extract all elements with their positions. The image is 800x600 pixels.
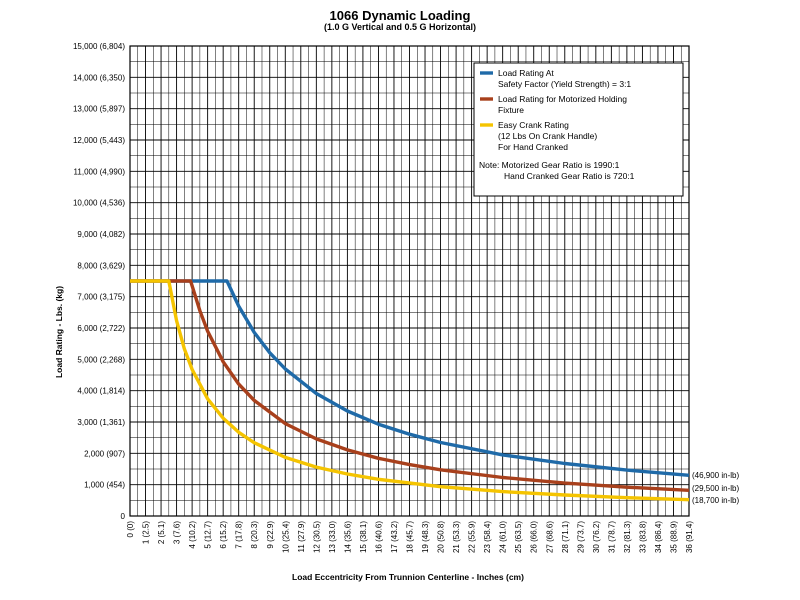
y-tick-label: 1,000 (454) — [84, 481, 125, 490]
legend-note: Note: Motorized Gear Ratio is 1990:1 — [479, 160, 620, 170]
y-tick-label: 15,000 (6,804) — [73, 42, 125, 51]
x-tick-label: 10 (25.4) — [281, 521, 290, 553]
x-tick-label: 5 (12.7) — [204, 521, 213, 549]
y-tick-label: 2,000 (907) — [84, 449, 125, 458]
x-tick-label: 25 (63.5) — [514, 521, 523, 553]
x-tick-label: 7 (17.8) — [235, 521, 244, 549]
legend-label: Fixture — [498, 105, 524, 115]
x-tick-label: 9 (22.9) — [266, 521, 275, 549]
y-tick-label: 10,000 (4,536) — [73, 199, 125, 208]
x-tick-label: 14 (35.6) — [343, 521, 352, 553]
x-tick-label: 15 (38.1) — [359, 521, 368, 553]
x-tick-label: 33 (83.8) — [638, 521, 647, 553]
y-tick-label: 6,000 (2,722) — [77, 324, 125, 333]
legend-label: Safety Factor (Yield Strength) = 3:1 — [498, 79, 631, 89]
y-tick-label: 5,000 (2,268) — [77, 355, 125, 364]
legend-box — [473, 62, 684, 197]
x-tick-label: 27 (68.6) — [545, 521, 554, 553]
y-tick-label: 14,000 (6,350) — [73, 73, 125, 82]
x-tick-label: 6 (15.2) — [219, 521, 228, 549]
x-tick-label: 21 (53.3) — [452, 521, 461, 553]
x-tick-label: 36 (91.4) — [685, 521, 694, 553]
y-tick-label: 0 — [121, 512, 126, 521]
chart-subtitle: (1.0 G Vertical and 0.5 G Horizontal) — [323, 22, 477, 32]
y-tick-label: 4,000 (1,814) — [77, 387, 125, 396]
x-tick-label: 26 (66.0) — [530, 521, 539, 553]
y-axis-ticks: 0 1,000 (454) 2,000 (907) 3,000 (1,361) 4,00… — [73, 42, 126, 521]
series-line-1 — [130, 279, 690, 477]
x-tick-label: 11 (27.9) — [297, 521, 306, 553]
chart-title: 1066 Dynamic Loading — [329, 8, 471, 23]
legend-label: Load Rating for Motorized Holding — [498, 94, 627, 104]
x-tick-label: 30 (76.2) — [592, 521, 601, 553]
x-tick-label: 29 (73.7) — [576, 521, 585, 553]
x-tick-label: 13 (33.0) — [328, 521, 337, 553]
x-tick-label: 28 (71.1) — [561, 521, 570, 553]
y-tick-label: 11,000 (4,990) — [74, 167, 126, 176]
legend-note: Hand Cranked Gear Ratio is 720:1 — [504, 171, 635, 181]
x-tick-label: 4 (10.2) — [188, 521, 197, 549]
x-tick-label: 18 (45.7) — [406, 521, 415, 553]
y-tick-label: 13,000 (5,897) — [73, 105, 125, 114]
legend-label: (12 Lbs On Crank Handle) — [498, 131, 597, 141]
series-end-label: (18,700 in-lb) — [692, 496, 739, 505]
series-end-label: (46,900 in-lb) — [692, 471, 739, 480]
x-tick-label: 23 (58.4) — [483, 521, 492, 553]
x-tick-label: 8 (20.3) — [250, 521, 259, 549]
y-tick-label: 7,000 (3,175) — [77, 293, 125, 302]
legend-label: For Hand Cranked — [498, 142, 568, 152]
x-tick-label: 35 (88.9) — [669, 521, 678, 553]
y-tick-label: 9,000 (4,082) — [77, 230, 125, 239]
x-tick-label: 3 (7.6) — [173, 521, 182, 544]
end-labels: (46,900 in-lb) (29,500 in-lb) (18,700 in-l… — [692, 471, 739, 505]
x-tick-label: 17 (43.2) — [390, 521, 399, 553]
x-tick-label: 24 (61.0) — [499, 521, 508, 553]
x-axis-ticks: 0 (0) 1 (2.5) 2 (5.1) 3 (7.6) 4 (10.2) 5 (12.… — [126, 521, 694, 553]
series-line-3 — [130, 279, 690, 502]
x-axis-label: Load Eccentricity From Trunnion Centerli… — [292, 572, 524, 582]
series-lines — [130, 279, 690, 502]
y-axis-label: Load Rating - Lbs. (kg) — [54, 286, 64, 378]
legend-label: Easy Crank Rating — [498, 120, 569, 130]
x-tick-label: 34 (86.4) — [654, 521, 663, 553]
y-tick-label: 12,000 (5,443) — [73, 136, 125, 145]
y-tick-label: 8,000 (3,629) — [77, 261, 125, 270]
legend-label: Load Rating At — [498, 68, 554, 78]
x-tick-label: 12 (30.5) — [312, 521, 321, 553]
y-tick-label: 3,000 (1,361) — [77, 418, 125, 427]
x-tick-label: 0 (0) — [126, 521, 135, 538]
x-tick-label: 31 (78.7) — [607, 521, 616, 553]
series-line-2 — [130, 279, 690, 492]
x-tick-label: 20 (50.8) — [437, 521, 446, 553]
series-end-label: (29,500 in-lb) — [692, 484, 739, 493]
x-tick-label: 2 (5.1) — [157, 521, 166, 544]
x-tick-label: 1 (2.5) — [142, 521, 151, 544]
x-tick-label: 32 (81.3) — [623, 521, 632, 553]
x-tick-label: 19 (48.3) — [421, 521, 430, 553]
x-tick-label: 16 (40.6) — [374, 521, 383, 553]
x-tick-label: 22 (55.9) — [468, 521, 477, 553]
